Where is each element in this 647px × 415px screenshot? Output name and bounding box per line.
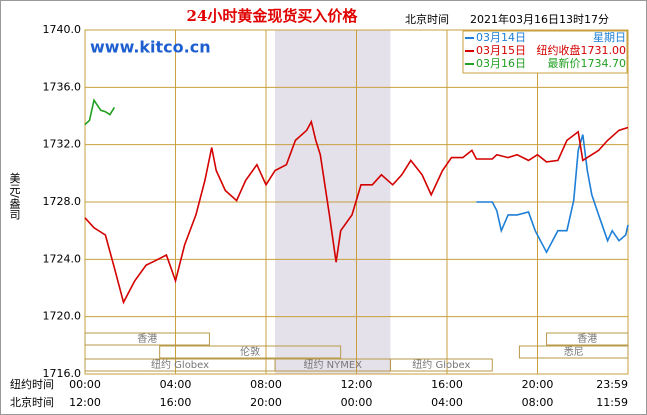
x2-axis-label: 北京时间	[10, 395, 54, 409]
x-tick-label: 23:59	[596, 378, 628, 391]
x-tick-label: 00:00	[69, 378, 101, 391]
x2-tick-label: 11:59	[596, 396, 628, 409]
x2-tick-label: 16:00	[160, 396, 192, 409]
session-label: 香港	[577, 333, 597, 345]
session-bar	[518, 345, 629, 359]
series-line	[84, 98, 116, 126]
watermark: www.kitco.cn	[90, 38, 211, 57]
y-tick-label: 1720.0	[43, 310, 82, 323]
x-axis-label: 纽约时间	[10, 377, 54, 391]
x2-tick-label: 04:00	[431, 396, 463, 409]
timestamp-label: 北京时间	[405, 12, 449, 26]
chart-title: 24小时黄金现货买入价格	[187, 7, 359, 25]
legend-note: 星期日	[593, 31, 626, 44]
legend-box	[462, 30, 628, 74]
session-label: 纽约 Globex	[412, 358, 470, 371]
y-tick-label: 1728.0	[43, 195, 82, 208]
session-label: 纽约 Globex	[151, 358, 209, 371]
timestamp: 2021年03月16日13时17分	[470, 12, 609, 26]
y-tick-label: 1732.0	[43, 138, 82, 151]
session-bar	[84, 332, 210, 346]
x2-tick-label: 20:00	[250, 396, 282, 409]
x2-tick-label: 12:00	[69, 396, 101, 409]
x-tick-label: 20:00	[522, 378, 554, 391]
legend-name: 03月16日	[476, 57, 526, 70]
y-tick-label: 1736.0	[43, 80, 82, 93]
session-label: 香港	[137, 333, 157, 345]
legend-note: 最新价1734.70	[548, 56, 627, 70]
session-bar	[84, 358, 276, 372]
plot-border	[84, 29, 629, 375]
x2-tick-label: 00:00	[341, 396, 373, 409]
legend-name: 03月15日	[476, 44, 526, 57]
x-tick-label: 16:00	[431, 378, 463, 391]
y-tick-label: 1740.0	[43, 23, 82, 36]
session-bar	[389, 358, 493, 372]
y-tick-label: 1724.0	[43, 252, 82, 265]
series-line	[84, 119, 629, 305]
x-tick-label: 08:00	[250, 378, 282, 391]
session-bar	[546, 332, 629, 346]
session-label: 伦敦	[240, 345, 260, 358]
y-axis-label: 美元/盎司	[8, 172, 21, 220]
legend-name: 03月14日	[476, 31, 526, 44]
y-tick-label: 1716.0	[43, 367, 82, 380]
series-line	[476, 134, 629, 254]
legend-note: 纽约收盘1731.00	[537, 43, 627, 57]
session-label: 悉尼	[564, 346, 584, 358]
session-bar	[159, 345, 342, 359]
session-label: 纽约 NYMEX	[303, 358, 362, 371]
x-tick-label: 12:00	[341, 378, 373, 391]
x-tick-label: 04:00	[160, 378, 192, 391]
x2-tick-label: 08:00	[522, 396, 554, 409]
